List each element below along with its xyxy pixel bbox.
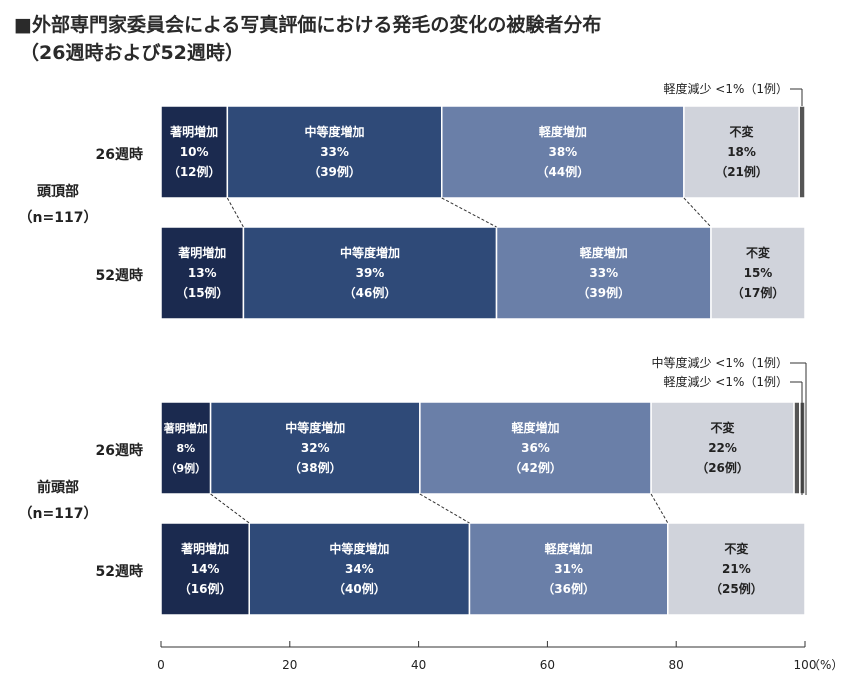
bar-time-label: 26週時 — [96, 146, 143, 163]
segment-category-label: 不変 — [711, 420, 736, 435]
x-tick-label: 0 — [157, 658, 165, 672]
segment-count-label: （39例） — [308, 164, 361, 179]
x-tick-label: 20 — [282, 658, 297, 672]
connector-line — [650, 493, 669, 524]
segment-category-label: 著明増加 — [164, 421, 208, 435]
segment-count-label: （44例） — [537, 164, 590, 179]
segment-category-label: 著明増加 — [180, 541, 229, 556]
segment-percent-label: 18% — [727, 145, 756, 159]
segment-category-label: 著明増加 — [177, 245, 226, 260]
bar-segment — [441, 105, 685, 199]
bar-segment — [160, 401, 212, 495]
x-tick-label: 40 — [411, 658, 426, 672]
segment-category-label: 中等度増加 — [329, 541, 389, 556]
x-unit-label: （%） — [808, 658, 843, 672]
segment-percent-label: 33% — [589, 266, 618, 280]
segment-percent-label: 10% — [180, 145, 209, 159]
bar-time-label: 52週時 — [96, 267, 143, 284]
chart-title: ■外部専門家委員会による写真評価における発毛の変化の被験者分布 — [14, 14, 602, 36]
bar-segment — [160, 105, 229, 199]
segment-count-label: （42例） — [509, 460, 562, 475]
segment-count-label: （16例） — [179, 581, 232, 596]
segment-count-label: （26例） — [696, 460, 749, 475]
bar-time-label: 26週時 — [96, 442, 143, 459]
connector-line — [210, 493, 250, 524]
segment-count-label: （12例） — [168, 164, 221, 179]
group-label: 前頭部 — [37, 479, 79, 496]
segment-count-label: （21例） — [715, 164, 768, 179]
group-label: 頭頂部 — [37, 183, 79, 200]
x-tick-label: 80 — [669, 658, 684, 672]
segment-percent-label: 32% — [301, 441, 330, 455]
segment-category-label: 中等度増加 — [285, 420, 345, 435]
segment-category-label: 軽度増加 — [580, 245, 628, 260]
bar-segment — [468, 522, 669, 616]
segment-percent-label: 21% — [722, 562, 751, 576]
segment-percent-label: 31% — [554, 562, 583, 576]
bar-segment — [667, 522, 806, 616]
annotation-label: 軽度減少 <1%（1例） — [663, 81, 788, 96]
bar-segment — [710, 226, 806, 320]
segment-percent-label: 22% — [708, 441, 737, 455]
segment-percent-label: 39% — [356, 266, 385, 280]
bar-segment — [793, 401, 801, 495]
bar-segment — [798, 105, 806, 199]
connector-line — [226, 197, 244, 228]
segment-category-label: 軽度増加 — [545, 541, 593, 556]
segment-percent-label: 38% — [548, 145, 577, 159]
bar-segment — [160, 226, 245, 320]
x-tick-label: 100 — [794, 658, 817, 672]
segment-category-label: 中等度増加 — [305, 124, 365, 139]
annotation-label: 中等度減少 <1%（1例） — [651, 355, 788, 370]
group-n-label: （n=117） — [19, 506, 98, 522]
bar-segment — [419, 401, 652, 495]
bar-time-label: 52週時 — [96, 563, 143, 580]
segment-percent-label: 33% — [320, 145, 349, 159]
segment-category-label: 中等度増加 — [340, 245, 400, 260]
segment-percent-label: 15% — [744, 266, 773, 280]
segment-count-label: （15例） — [176, 285, 229, 300]
segment-percent-label: 34% — [345, 562, 374, 576]
segment-category-label: 著明増加 — [169, 124, 218, 139]
segment-count-label: （9例） — [165, 461, 206, 475]
connector-line — [683, 197, 712, 228]
connector-line — [441, 197, 497, 228]
segment-category-label: 不変 — [730, 124, 755, 139]
segment-percent-label: 13% — [188, 266, 217, 280]
bar-segment — [160, 522, 250, 616]
bar-segment — [683, 105, 800, 199]
segment-percent-label: 8% — [176, 442, 195, 455]
chart-subtitle: （26週時および52週時） — [20, 42, 244, 64]
segment-count-label: （46例） — [344, 285, 397, 300]
annotation-label: 軽度減少 <1%（1例） — [663, 374, 788, 389]
bar-segment — [248, 522, 471, 616]
segment-count-label: （40例） — [333, 581, 386, 596]
segment-percent-label: 36% — [521, 441, 550, 455]
segment-count-label: （17例） — [732, 285, 785, 300]
segment-category-label: 不変 — [724, 541, 749, 556]
segment-category-label: 軽度増加 — [539, 124, 587, 139]
segment-count-label: （39例） — [577, 285, 630, 300]
bar-segment — [242, 226, 498, 320]
bar-segment — [650, 401, 795, 495]
segment-category-label: 軽度増加 — [511, 420, 559, 435]
connector-line — [419, 493, 470, 524]
group-n-label: （n=117） — [19, 210, 98, 226]
segment-percent-label: 14% — [191, 562, 220, 576]
segment-category-label: 不変 — [746, 245, 771, 260]
bar-segment — [495, 226, 712, 320]
segment-count-label: （36例） — [542, 581, 595, 596]
x-tick-label: 60 — [540, 658, 555, 672]
segment-count-label: （25例） — [710, 581, 763, 596]
segment-count-label: （38例） — [289, 460, 342, 475]
